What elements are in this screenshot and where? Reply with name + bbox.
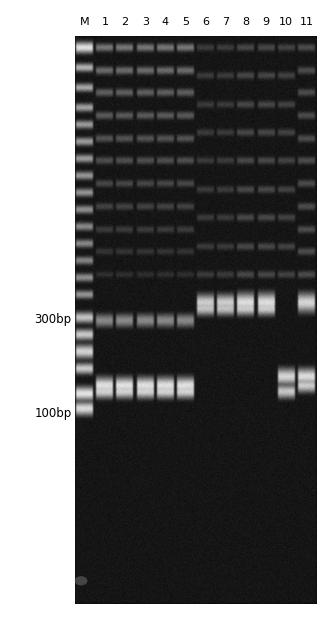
Text: 4: 4 [162, 17, 169, 27]
Text: 100bp: 100bp [34, 407, 72, 420]
Ellipse shape [75, 576, 87, 586]
Text: 3: 3 [142, 17, 149, 27]
Text: 1: 1 [101, 17, 108, 27]
Text: 6: 6 [202, 17, 209, 27]
Text: 10: 10 [279, 17, 293, 27]
Text: 8: 8 [242, 17, 250, 27]
Text: M: M [80, 17, 90, 27]
Text: 9: 9 [262, 17, 270, 27]
Text: 11: 11 [299, 17, 313, 27]
Text: 5: 5 [182, 17, 189, 27]
Text: 300bp: 300bp [34, 313, 72, 326]
Text: 2: 2 [121, 17, 129, 27]
Text: 7: 7 [222, 17, 229, 27]
